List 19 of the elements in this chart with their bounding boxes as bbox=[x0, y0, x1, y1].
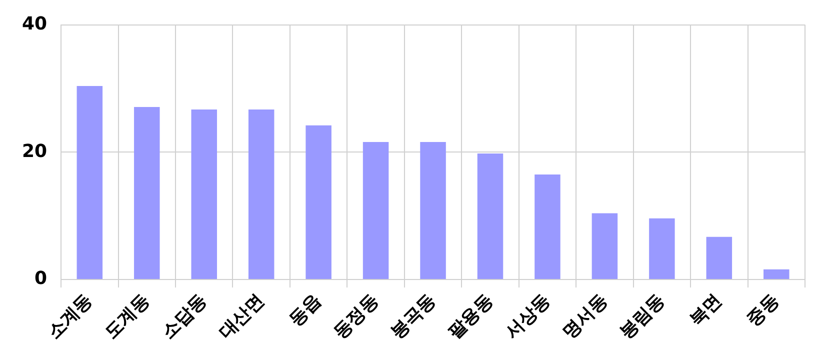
bar bbox=[191, 110, 217, 280]
bar bbox=[764, 269, 790, 280]
x-tick-label: 중동 bbox=[742, 290, 784, 330]
bar bbox=[649, 218, 675, 280]
bar bbox=[420, 142, 446, 280]
bar bbox=[306, 125, 332, 280]
x-tick-label: 동읍 bbox=[285, 290, 326, 330]
bar bbox=[362, 142, 389, 280]
bar bbox=[534, 174, 560, 280]
bar bbox=[706, 236, 732, 280]
y-tick-label: 40 bbox=[22, 13, 48, 34]
y-tick-label: 0 bbox=[34, 268, 48, 290]
x-tick-label: 북면 bbox=[686, 290, 726, 330]
bar bbox=[248, 110, 274, 280]
bar bbox=[134, 106, 160, 280]
y-tick-label: 20 bbox=[22, 140, 48, 162]
bar bbox=[76, 86, 103, 280]
bar bbox=[477, 153, 504, 280]
bar bbox=[592, 213, 618, 280]
